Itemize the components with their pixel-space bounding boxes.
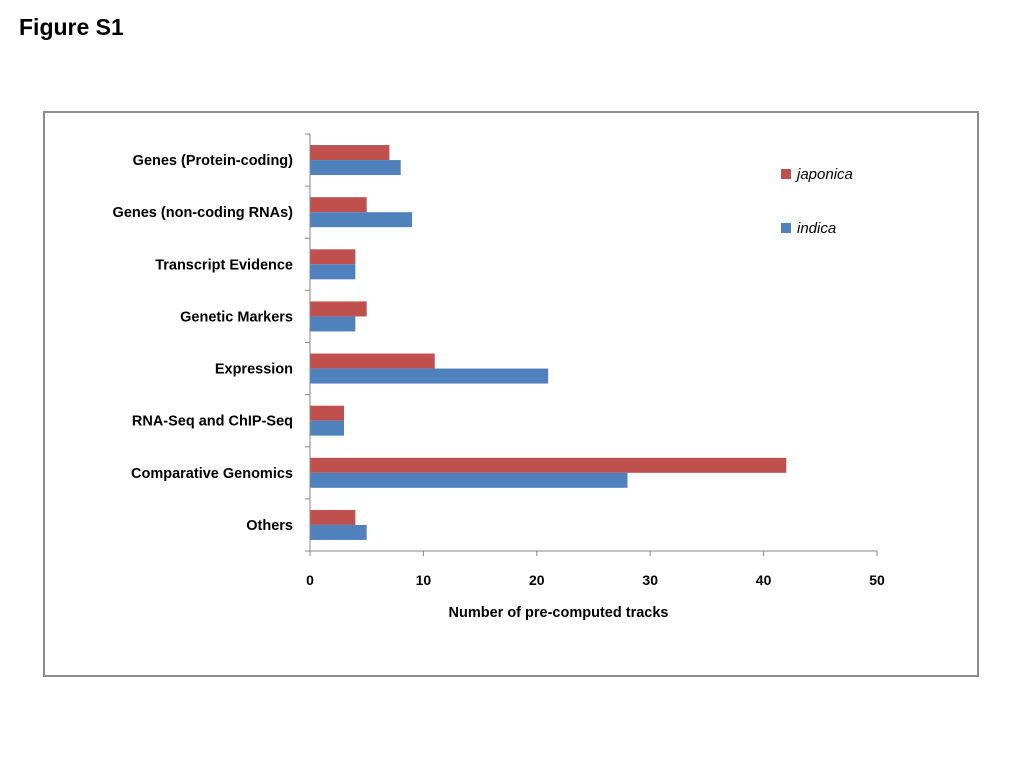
bar-japonica-others: [310, 509, 356, 525]
category-label: Genes (non-coding RNAs): [113, 205, 294, 221]
figure-label: Figure S1: [19, 14, 124, 40]
bar-indica-others: [310, 524, 367, 540]
chart-frame: [43, 111, 979, 677]
x-tick-label: 30: [642, 572, 658, 588]
bar-indica-comparative-genomics: [310, 472, 628, 488]
legend-label-indica: indica: [797, 220, 836, 237]
bar-indica-transcript-evidence: [310, 264, 356, 280]
category-label: RNA-Seq and ChIP-Seq: [132, 414, 293, 430]
legend-swatch-japonica: [781, 169, 791, 179]
bar-japonica-genes-non-coding-rnas: [310, 197, 367, 213]
category-label: Transcript Evidence: [155, 257, 293, 273]
category-label: Comparative Genomics: [131, 466, 293, 482]
bar-japonica-expression: [310, 353, 435, 369]
category-label: Expression: [215, 362, 293, 378]
bar-indica-genetic-markers: [310, 316, 356, 332]
bar-indica-genes-protein-coding: [310, 160, 401, 176]
category-label: Genes (Protein-coding): [133, 153, 293, 169]
bar-japonica-comparative-genomics: [310, 457, 787, 473]
x-tick-label: 20: [529, 572, 545, 588]
category-label: Others: [246, 518, 293, 534]
bar-indica-rna-seq-and-chip-seq: [310, 420, 345, 436]
bar-japonica-transcript-evidence: [310, 249, 356, 265]
bar-japonica-genes-protein-coding: [310, 145, 390, 161]
legend-label-japonica: japonica: [795, 166, 853, 183]
x-tick-label: 10: [416, 572, 432, 588]
x-tick-label: 40: [756, 572, 772, 588]
x-axis-title: Number of pre-computed tracks: [449, 605, 669, 621]
bar-indica-expression: [310, 368, 549, 384]
category-label: Genetic Markers: [180, 309, 293, 325]
bar-japonica-genetic-markers: [310, 301, 367, 317]
x-tick-label: 50: [869, 572, 885, 588]
bar-indica-genes-non-coding-rnas: [310, 212, 413, 228]
bar-japonica-rna-seq-and-chip-seq: [310, 405, 345, 421]
x-tick-label: 0: [306, 572, 314, 588]
legend-swatch-indica: [781, 223, 791, 233]
